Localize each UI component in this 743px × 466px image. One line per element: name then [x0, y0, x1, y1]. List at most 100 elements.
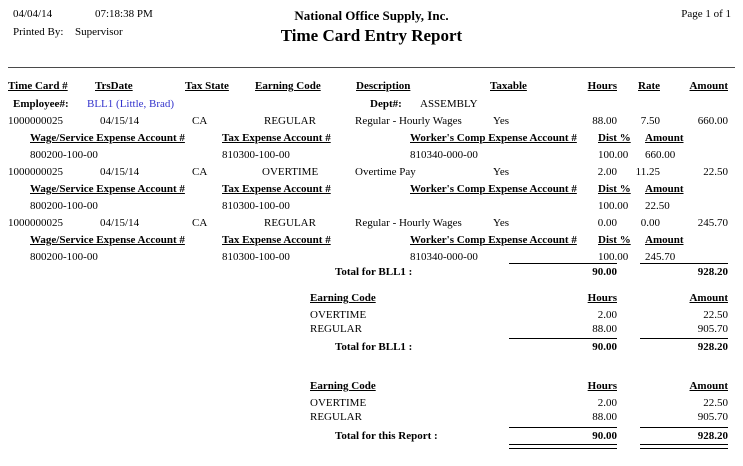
entry-hours: 0.00: [597, 217, 617, 229]
summary-row-amount: 22.50: [703, 397, 728, 409]
acct-workers-comp-value: 810340-000-00: [410, 149, 478, 161]
entry-trsdate: 04/15/14: [100, 217, 140, 229]
acct-tax-value: 810300-100-00: [222, 149, 290, 161]
report-total-amount: 928.20: [640, 427, 728, 442]
summary-header-amount: Amount: [689, 292, 728, 304]
col-header-amount: Amount: [689, 80, 728, 92]
summary-row-amount: 22.50: [703, 309, 728, 321]
entry-tax-state: CA: [192, 115, 208, 127]
acct-header-wage: Wage/Service Expense Account #: [30, 132, 185, 144]
acct-header-wage: Wage/Service Expense Account #: [30, 183, 185, 195]
summary-header-hours: Hours: [587, 380, 617, 392]
entry-trsdate: 04/15/14: [100, 115, 140, 127]
summary-row-hours: 88.00: [592, 323, 617, 335]
col-header-time-card: Time Card #: [8, 80, 68, 92]
employee-value-link[interactable]: BLL1 (Little, Brad): [87, 98, 175, 110]
acct-dist-value: 100.00: [598, 149, 629, 161]
report-time: 07:18:38 PM: [95, 8, 153, 20]
col-header-earning-code: Earning Code: [255, 80, 321, 92]
employee-label: Employee#:: [13, 98, 69, 110]
entry-time-card: 1000000025: [8, 166, 63, 178]
summary-total-amount: 928.20: [640, 338, 728, 353]
printed-by-value: Supervisor: [75, 26, 123, 38]
report-total-label: Total for this Report :: [335, 430, 438, 442]
col-header-hours: Hours: [587, 80, 617, 92]
printed-by-label: Printed By:: [13, 26, 64, 38]
entry-amount: 245.70: [697, 217, 728, 229]
summary-row-code: REGULAR: [310, 323, 362, 335]
entry-time-card: 1000000025: [8, 217, 63, 229]
entry-amount: 22.50: [703, 166, 728, 178]
report-total-hours: 90.00: [509, 427, 617, 442]
acct-header-tax: Tax Expense Account #: [222, 234, 331, 246]
acct-header-wage: Wage/Service Expense Account #: [30, 234, 185, 246]
summary-header-hours: Hours: [587, 292, 617, 304]
entry-earning-code: REGULAR: [264, 115, 316, 127]
entry-trsdate: 04/15/14: [100, 166, 140, 178]
col-header-description: Description: [356, 80, 411, 92]
entry-rate: 7.50: [640, 115, 660, 127]
report-total-hours-double-rule: [509, 444, 617, 449]
entry-taxable: Yes: [493, 115, 510, 127]
report-total-amount-double-rule: [640, 444, 728, 449]
entry-tax-state: CA: [192, 217, 208, 229]
entry-taxable: Yes: [493, 217, 510, 229]
col-header-trsdate: TrsDate: [95, 80, 133, 92]
entry-rate: 11.25: [635, 166, 660, 178]
acct-header-tax: Tax Expense Account #: [222, 183, 331, 195]
entry-amount: 660.00: [697, 115, 728, 127]
summary-total-hours: 90.00: [509, 338, 617, 353]
acct-header-workers-comp: Worker's Comp Expense Account #: [410, 132, 577, 144]
acct-tax-value: 810300-100-00: [222, 251, 290, 263]
acct-dist-value: 100.00: [598, 251, 629, 263]
summary-total-label: Total for BLL1 :: [335, 341, 413, 353]
page-title: Time Card Entry Report: [280, 26, 463, 45]
company-name: National Office Supply, Inc.: [294, 8, 449, 23]
acct-header-amount: Amount: [645, 183, 684, 195]
acct-tax-value: 810300-100-00: [222, 200, 290, 212]
summary-header-amount: Amount: [689, 380, 728, 392]
summary-row-hours: 2.00: [597, 397, 617, 409]
header-rule: [8, 67, 735, 68]
acct-header-dist: Dist %: [598, 132, 631, 144]
acct-header-dist: Dist %: [598, 234, 631, 246]
col-header-tax-state: Tax State: [185, 80, 229, 92]
summary-row-hours: 88.00: [592, 411, 617, 423]
summary-row-amount: 905.70: [697, 411, 728, 423]
summary-row-code: REGULAR: [310, 411, 362, 423]
acct-workers-comp-value: 810340-000-00: [410, 251, 478, 263]
acct-wage-value: 800200-100-00: [30, 251, 98, 263]
summary-header-earning-code: Earning Code: [310, 380, 376, 392]
report-date: 04/04/14: [13, 8, 53, 20]
dept-value: ASSEMBLY: [420, 98, 478, 110]
acct-wage-value: 800200-100-00: [30, 149, 98, 161]
col-header-taxable: Taxable: [490, 80, 527, 92]
acct-amount-value: 22.50: [645, 200, 670, 212]
summary-header-earning-code: Earning Code: [310, 292, 376, 304]
entry-description: Regular - Hourly Wages: [355, 115, 462, 127]
summary-row-amount: 905.70: [697, 323, 728, 335]
employee-total-hours: 90.00: [509, 263, 617, 278]
page-number: Page 1 of 1: [681, 8, 731, 20]
entry-hours: 2.00: [597, 166, 617, 178]
acct-dist-value: 100.00: [598, 200, 629, 212]
acct-header-dist: Dist %: [598, 183, 631, 195]
summary-row-code: OVERTIME: [310, 397, 367, 409]
summary-row-hours: 2.00: [597, 309, 617, 321]
acct-header-amount: Amount: [645, 234, 684, 246]
entry-taxable: Yes: [493, 166, 510, 178]
entry-rate: 0.00: [640, 217, 660, 229]
dept-label: Dept#:: [370, 98, 402, 110]
employee-total-amount: 928.20: [640, 263, 728, 278]
employee-total-label: Total for BLL1 :: [335, 266, 413, 278]
entry-description: Regular - Hourly Wages: [355, 217, 462, 229]
acct-amount-value: 245.70: [645, 251, 676, 263]
acct-header-amount: Amount: [645, 132, 684, 144]
acct-header-workers-comp: Worker's Comp Expense Account #: [410, 183, 577, 195]
entry-earning-code: REGULAR: [264, 217, 316, 229]
acct-wage-value: 800200-100-00: [30, 200, 98, 212]
entry-time-card: 1000000025: [8, 115, 63, 127]
entry-description: Overtime Pay: [355, 166, 416, 178]
acct-header-workers-comp: Worker's Comp Expense Account #: [410, 234, 577, 246]
